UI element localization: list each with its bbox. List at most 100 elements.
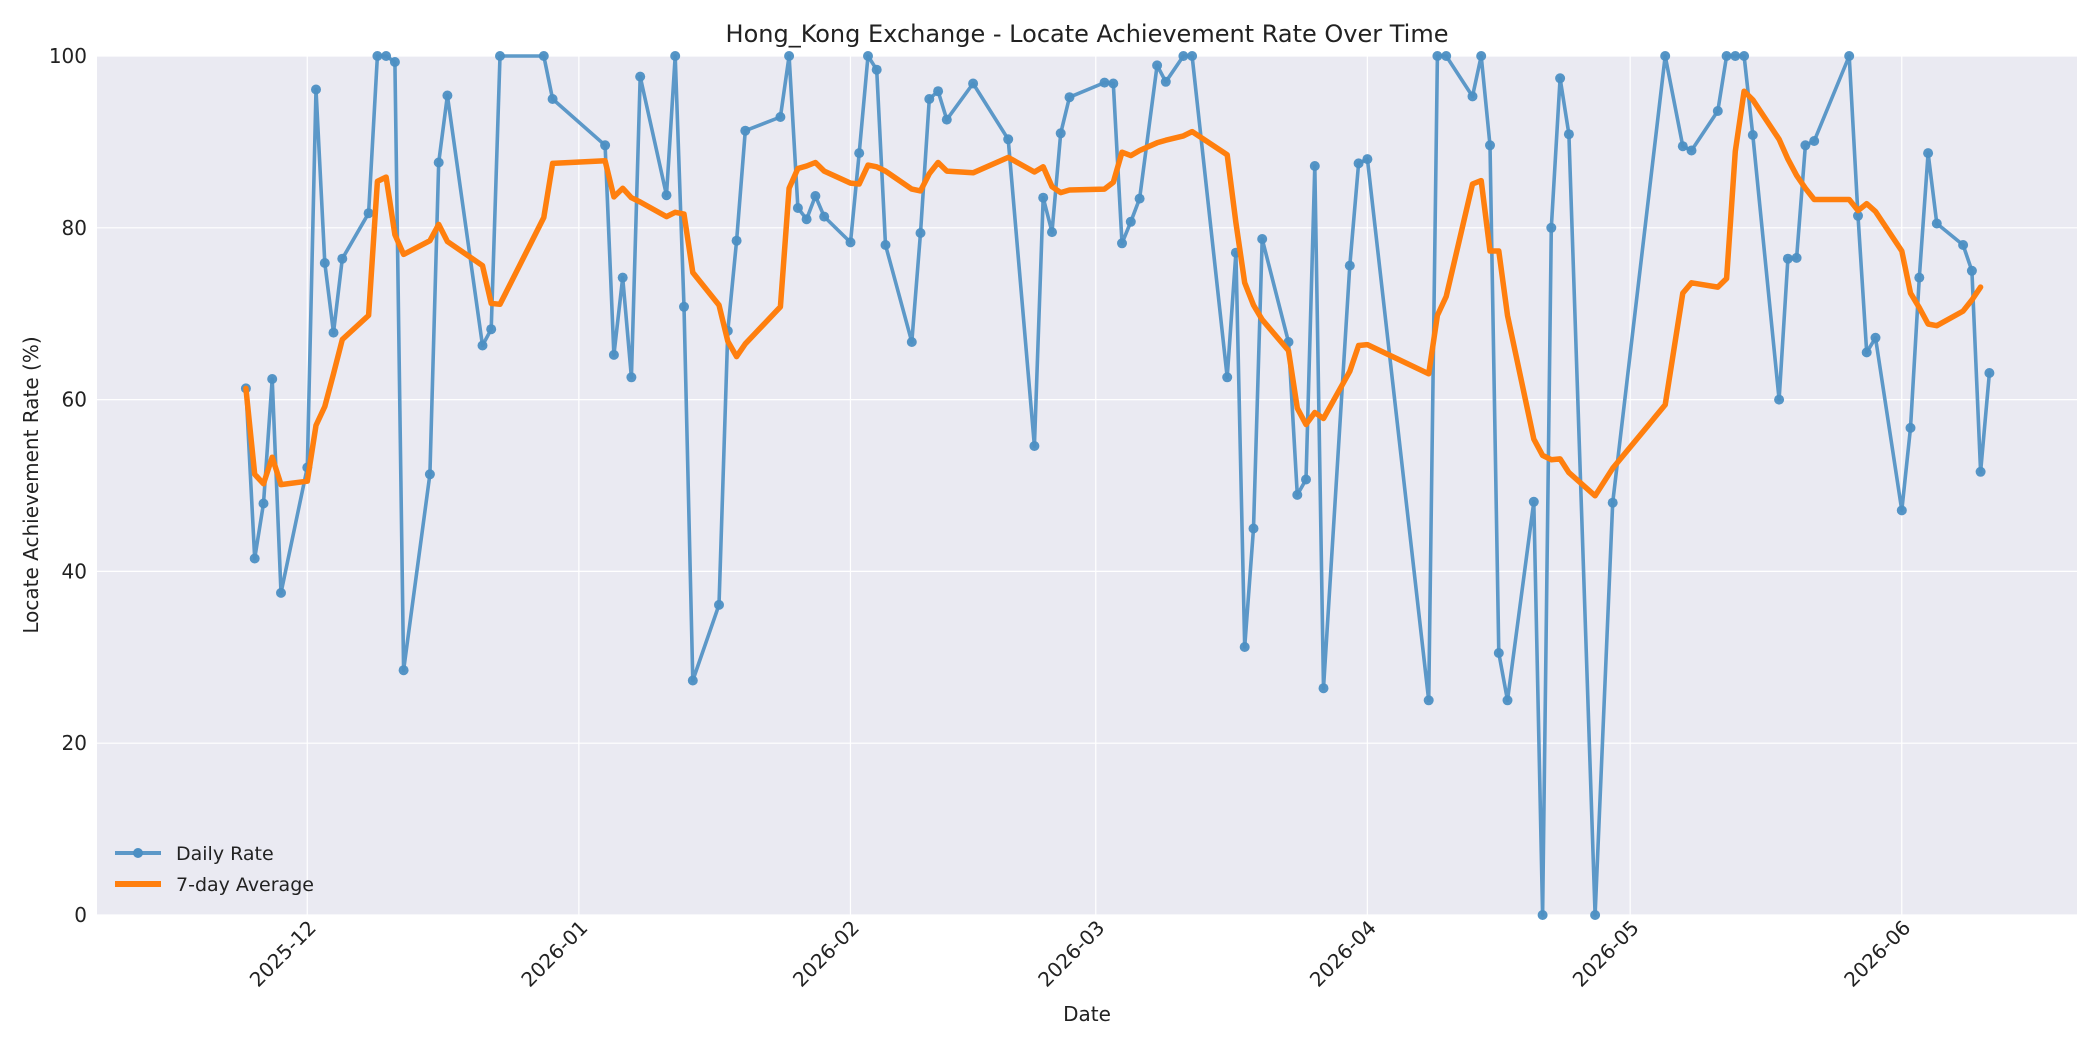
daily-rate-point [1966,265,1977,276]
x-tick-label: 2026-02 [788,916,864,992]
daily-rate-point [670,51,681,61]
y-axis-label: Locate Achievement Rate (%) [19,336,43,633]
7-day-average-line [243,88,1984,499]
daily-rate-point [968,78,979,89]
daily-rate-point [1318,683,1329,694]
daily-rate-point [1432,51,1443,61]
daily-rate-point [1844,51,1855,61]
daily-rate-point [1958,240,1969,250]
y-tick-label: 20 [62,731,87,755]
grid [97,55,2077,916]
daily-rate-point [538,51,549,61]
daily-rate-point [547,94,558,104]
daily-rate-point [1931,218,1942,229]
daily-rate-point [801,214,812,225]
daily-rate-point [1178,51,1189,61]
daily-rate-point [1791,252,1802,263]
chart-title: Hong_Kong Exchange - Locate Achievement … [726,20,1449,48]
daily-rate-point [906,337,917,347]
daily-rate-point [1975,466,1986,477]
legend-label-7-day-average: 7-day Average [176,874,314,896]
plot-area [97,56,2077,915]
daily-rate-point [1607,497,1618,508]
daily-rate-point [276,587,286,598]
daily-rate-point [1239,642,1250,652]
daily-rate-point [626,372,637,383]
daily-rate-point [1861,347,1872,358]
daily-rate-point [1248,523,1259,534]
daily-rate-point [819,211,830,222]
x-tick-label: 2026-03 [1033,916,1109,992]
daily-rate-point [1914,272,1925,283]
daily-rate-point [1029,441,1040,451]
daily-rate-point [810,191,821,201]
daily-rate-point [424,469,435,480]
y-tick-label: 40 [62,559,87,583]
daily-rate-point [1099,77,1110,88]
daily-rate-point [1309,161,1320,171]
series-layer [240,51,1995,920]
daily-rate-point [1257,234,1268,244]
legend-label-daily-rate: Daily Rate [176,843,274,865]
daily-rate-point [784,51,795,61]
daily-rate-point [1660,51,1671,61]
daily-rate-point [1809,136,1820,146]
daily-rate-point [1047,227,1057,238]
x-axis-label: Date [1063,1002,1111,1026]
daily-rate-point [337,253,348,264]
daily-rate-point [1923,148,1934,159]
daily-rate-point [328,327,339,338]
daily-rate-point [363,208,374,219]
daily-rate-point [1721,51,1732,61]
daily-rate-point [863,51,873,61]
daily-rate-point [433,157,444,168]
daily-rate-point [1502,695,1513,706]
daily-rate-point [687,675,698,686]
daily-rate-point [1528,496,1539,507]
daily-rate-point [1782,253,1793,264]
daily-rate-point [1493,648,1504,658]
daily-rate-point [617,272,628,283]
daily-rate-point [1292,489,1303,500]
daily-rate-point [924,94,935,104]
daily-rate-point [1677,141,1688,152]
daily-rate-point [311,84,321,95]
daily-rate-point [1870,332,1881,343]
daily-rate-point [267,374,278,384]
daily-rate-point [1739,51,1750,61]
daily-rate-point [1467,91,1478,102]
daily-rate-point [1590,910,1601,920]
daily-rate-point [442,90,453,101]
daily-rate-point [1423,695,1434,706]
daily-rate-point [1476,51,1487,61]
daily-rate-point [740,125,751,136]
daily-rate-point [661,190,672,201]
daily-rate-point [1362,154,1373,165]
daily-rate-point [1485,140,1495,151]
daily-rate-point [915,228,926,238]
x-tick-label: 2026-01 [516,916,592,992]
daily-rate-point [1160,76,1171,87]
y-tick-label: 60 [62,388,87,412]
daily-rate-point [1537,910,1548,920]
daily-rate-point [398,665,409,676]
daily-rate-point [486,324,497,335]
y-tick-label: 0 [74,903,87,927]
daily-rate-point [495,51,505,61]
daily-rate-point [1774,394,1785,405]
daily-rate-point [854,148,865,159]
x-tick-label: 2026-05 [1568,916,1644,992]
daily-rate-point [372,51,383,61]
daily-rate-point [941,114,952,125]
daily-rate-point [1441,51,1452,61]
daily-rate-point [319,258,330,268]
daily-rate-point [249,553,260,564]
daily-rate-point [477,340,488,351]
daily-rate-point [1134,193,1145,204]
x-tick-label: 2025-12 [245,916,321,992]
daily-rate-point [1152,60,1163,71]
daily-rate-point [1187,51,1198,61]
daily-rate-point [381,51,392,61]
daily-rate-point [1108,78,1119,89]
daily-rate-point [1686,145,1697,156]
